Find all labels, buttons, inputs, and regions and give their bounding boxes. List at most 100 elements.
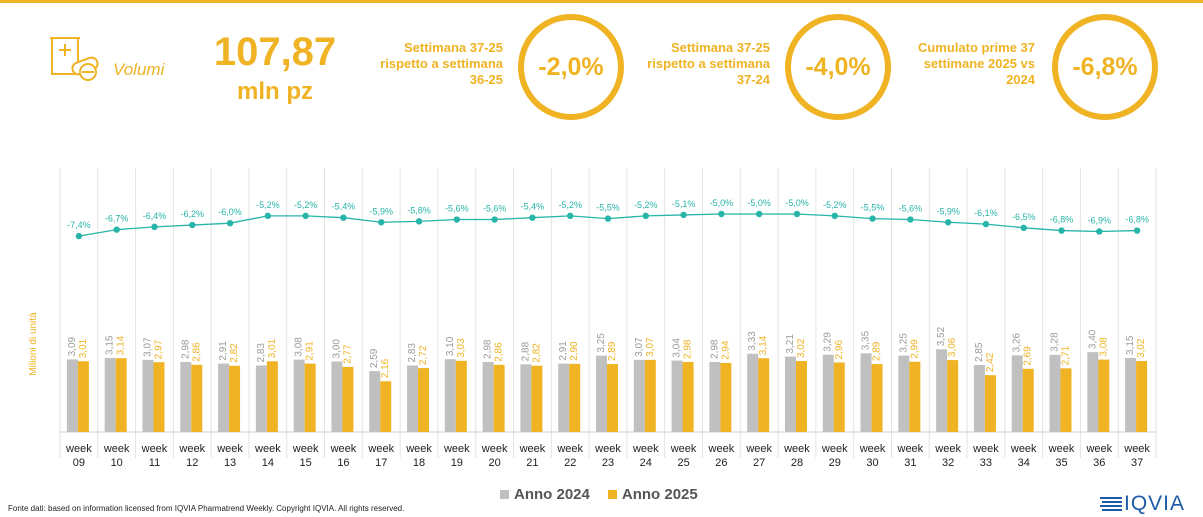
trend-point-label: -5,6% bbox=[445, 204, 469, 214]
x-tick-label: week bbox=[519, 443, 546, 455]
trend-point bbox=[793, 210, 801, 218]
bar-label-2024: 3,15 bbox=[1125, 335, 1136, 355]
x-tick-label: week bbox=[972, 443, 999, 455]
bar-label-2025: 2,91 bbox=[305, 341, 316, 361]
trend-point bbox=[1096, 228, 1103, 235]
bar-2024 bbox=[331, 361, 343, 432]
x-tick-label: 14 bbox=[262, 457, 274, 469]
bar-label-2024: 3,04 bbox=[672, 338, 683, 358]
bar-2024 bbox=[1087, 352, 1099, 432]
bar-label-2025: 2,86 bbox=[494, 342, 505, 362]
x-tick-label: week bbox=[65, 443, 92, 455]
bar-label-2024: 3,10 bbox=[445, 336, 456, 356]
trend-point-label: -5,2% bbox=[256, 200, 280, 210]
bar-label-2025: 2,86 bbox=[191, 342, 202, 362]
trend-point-label: -5,5% bbox=[861, 203, 885, 213]
bar-2024 bbox=[180, 361, 192, 432]
trend-point bbox=[415, 218, 423, 225]
bar-2025 bbox=[531, 365, 543, 432]
bar-label-2024: 3,35 bbox=[861, 330, 872, 350]
bar-2025 bbox=[342, 366, 354, 432]
trend-point-label: -5,6% bbox=[483, 204, 507, 214]
trend-point bbox=[642, 212, 649, 220]
bar-2024 bbox=[936, 349, 948, 432]
trend-point bbox=[755, 210, 763, 218]
bar-2024 bbox=[293, 359, 305, 432]
bar-label-2024: 2,83 bbox=[407, 343, 418, 363]
x-tick-label: week bbox=[216, 443, 243, 455]
trend-point-label: -5,4% bbox=[521, 202, 545, 212]
bar-2025 bbox=[758, 358, 770, 432]
trend-point bbox=[1133, 227, 1141, 234]
bar-label-2025: 3,01 bbox=[78, 338, 89, 358]
bar-label-2024: 2,98 bbox=[709, 339, 720, 359]
trend-point bbox=[491, 216, 498, 223]
x-tick-label: 30 bbox=[866, 457, 878, 469]
bar-label-2024: 3,07 bbox=[142, 337, 153, 357]
bar-2025 bbox=[153, 362, 165, 432]
legend-label-2025: Anno 2025 bbox=[621, 486, 698, 503]
legend-swatch-2024 bbox=[500, 490, 509, 499]
bar-label-2025: 2,69 bbox=[1023, 346, 1034, 366]
bar-label-2024: 3,40 bbox=[1087, 329, 1098, 349]
bar-2024 bbox=[558, 363, 570, 432]
x-tick-label: 16 bbox=[337, 457, 349, 469]
bar-2025 bbox=[115, 358, 127, 432]
bar-label-2024: 3,25 bbox=[596, 333, 607, 353]
x-tick-label: 23 bbox=[602, 457, 614, 469]
legend-label-2024: Anno 2024 bbox=[514, 486, 590, 503]
bar-2025 bbox=[418, 368, 430, 432]
bar-label-2025: 2,97 bbox=[153, 339, 164, 359]
trend-point-label: -5,8% bbox=[407, 205, 431, 215]
x-tick-label: week bbox=[859, 443, 886, 455]
x-tick-label: 36 bbox=[1093, 457, 1105, 469]
comparison-3-text: Cumulato prime 37 settimane 2025 vs 2024 bbox=[917, 40, 1035, 87]
bar-label-2025: 3,06 bbox=[947, 337, 958, 357]
bar-label-2025: 3,01 bbox=[267, 338, 278, 358]
x-tick-label: 21 bbox=[526, 457, 538, 469]
trend-point bbox=[378, 219, 385, 226]
bar-label-2024: 3,21 bbox=[785, 334, 796, 354]
x-tick-label: week bbox=[1048, 443, 1075, 455]
comparison-1-text: Settimana 37-25 rispetto a settimana 36-… bbox=[380, 40, 503, 87]
x-tick-label: 24 bbox=[640, 457, 652, 469]
bar-label-2025: 2,94 bbox=[720, 340, 731, 360]
bar-2025 bbox=[304, 363, 316, 432]
x-tick-label: 35 bbox=[1055, 457, 1067, 469]
bar-2024 bbox=[142, 359, 154, 432]
trend-point bbox=[680, 211, 687, 219]
trend-point-label: -6,8% bbox=[1125, 215, 1149, 225]
x-tick-label: week bbox=[1085, 443, 1112, 455]
trend-point-label: -5,6% bbox=[899, 204, 923, 214]
bar-label-2025: 2,42 bbox=[985, 352, 996, 372]
x-tick-label: week bbox=[481, 443, 508, 455]
x-tick-label: 17 bbox=[375, 457, 387, 469]
source-note: Fonte dati: based on information license… bbox=[8, 504, 405, 513]
bar-2024 bbox=[747, 353, 759, 432]
bar-2024 bbox=[709, 361, 721, 432]
bar-label-2025: 2,89 bbox=[872, 341, 883, 361]
x-tick-label: 19 bbox=[451, 457, 463, 469]
x-tick-label: 32 bbox=[942, 457, 954, 469]
x-tick-label: 26 bbox=[715, 457, 727, 469]
trend-point bbox=[340, 214, 347, 221]
bar-label-2024: 2,88 bbox=[520, 341, 531, 361]
x-tick-label: 09 bbox=[73, 457, 85, 469]
trend-point-label: -5,2% bbox=[634, 200, 658, 210]
bar-2025 bbox=[871, 364, 883, 432]
x-tick-label: 29 bbox=[829, 457, 841, 469]
bar-label-2025: 3,02 bbox=[796, 338, 807, 358]
bar-2025 bbox=[682, 361, 694, 432]
bar-label-2025: 3,03 bbox=[456, 338, 467, 358]
bar-label-2024: 2,85 bbox=[974, 342, 985, 362]
bar-label-2025: 2,90 bbox=[569, 341, 580, 361]
x-tick-label: week bbox=[1010, 443, 1037, 455]
comparison-2-text: Settimana 37-25 rispetto a settimana 37-… bbox=[647, 40, 770, 87]
x-tick-label: 37 bbox=[1131, 457, 1143, 469]
legend-item-2024: Anno 2024 bbox=[500, 486, 590, 503]
bar-label-2025: 2,89 bbox=[607, 341, 618, 361]
trend-point bbox=[1058, 227, 1065, 234]
trend-point-label: -5,2% bbox=[558, 200, 582, 210]
x-tick-label: week bbox=[556, 443, 583, 455]
